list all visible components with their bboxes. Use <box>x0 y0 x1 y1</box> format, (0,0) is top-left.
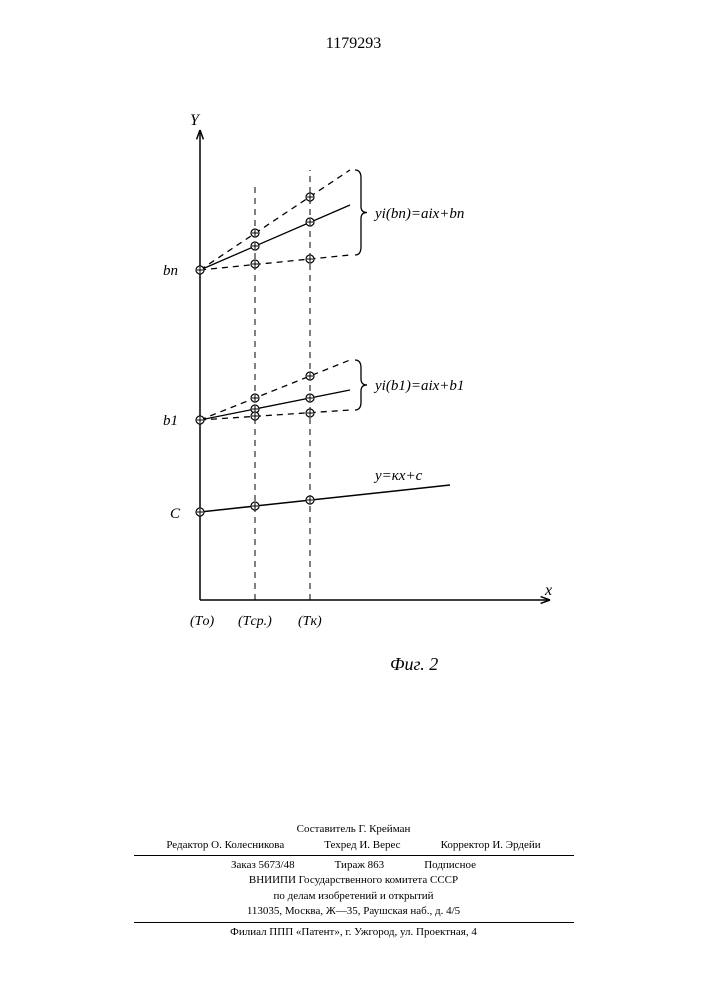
figure-chart: x Yyi(bп)=aix+bп yi(b1)=aix+b1 y=кx+c bп b1 C (… <box>150 100 570 700</box>
footer-block: Составитель Г. Крейман Редактор О. Колес… <box>0 822 707 940</box>
svg-text:C: C <box>170 506 181 522</box>
tirazh: Тираж 863 <box>335 858 385 873</box>
svg-text:y=кx+c: y=кx+c <box>373 468 423 484</box>
svg-text:yi(bп)=aix+bп: yi(bп)=aix+bп <box>373 206 464 222</box>
svg-text:(Tо): (Tо) <box>190 614 214 629</box>
svg-text:x: x <box>544 582 552 599</box>
footer-line1: ВНИИПИ Государственного комитета СССР <box>0 873 707 888</box>
svg-text:Фиг. 2: Фиг. 2 <box>390 654 438 674</box>
footer-line3: 113035, Москва, Ж—35, Раушская наб., д. … <box>0 904 707 919</box>
compiler: Составитель Г. Крейман <box>0 822 707 837</box>
tech: Техред И. Верес <box>324 838 400 853</box>
editor: Редактор О. Колесникова <box>166 838 284 853</box>
svg-text:b1: b1 <box>163 413 178 429</box>
svg-text:(Tср.): (Tср.) <box>238 614 272 629</box>
svg-text:bп: bп <box>163 263 178 279</box>
order: Заказ 5673/48 <box>231 858 295 873</box>
corrector: Корректор И. Эрдейи <box>441 838 541 853</box>
svg-text:yi(b1)=aix+b1: yi(b1)=aix+b1 <box>373 378 464 394</box>
svg-text:Y: Y <box>190 112 201 129</box>
footer-line2: по делам изобретений и открытий <box>0 889 707 904</box>
footer-line4: Филиал ППП «Патент», г. Ужгород, ул. Про… <box>0 925 707 940</box>
page-number: 1179293 <box>0 35 707 53</box>
podpis: Подписное <box>424 858 476 873</box>
svg-text:(Tк): (Tк) <box>298 614 322 629</box>
